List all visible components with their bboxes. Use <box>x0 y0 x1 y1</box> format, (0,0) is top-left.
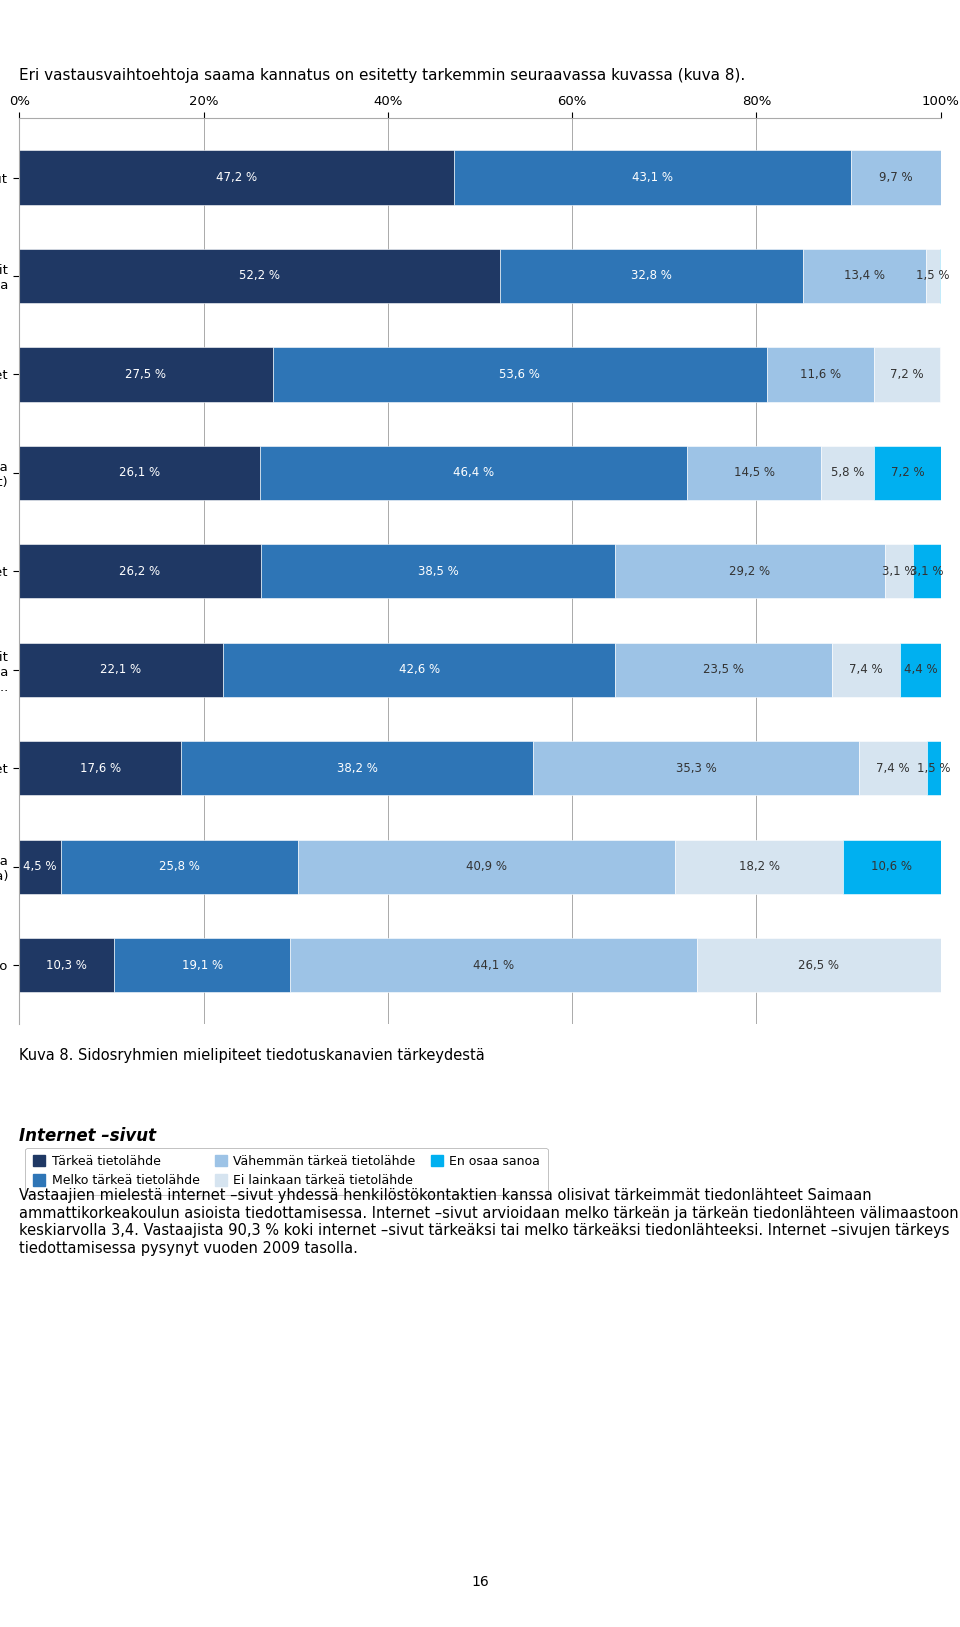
Bar <box>884 545 913 599</box>
Text: 29,2 %: 29,2 % <box>730 565 771 578</box>
Text: 27,5 %: 27,5 % <box>126 368 166 381</box>
Text: 7,4 %: 7,4 % <box>850 664 883 677</box>
Bar <box>273 348 767 402</box>
Text: 52,2 %: 52,2 % <box>239 270 280 283</box>
Text: 10,6 %: 10,6 % <box>872 861 912 874</box>
Text: 26,5 %: 26,5 % <box>798 958 839 971</box>
Text: 46,4 %: 46,4 % <box>453 467 494 480</box>
Text: 40,9 %: 40,9 % <box>467 861 508 874</box>
Text: 26,2 %: 26,2 % <box>119 565 160 578</box>
Bar <box>19 643 223 696</box>
Bar <box>19 249 500 303</box>
Text: 13,4 %: 13,4 % <box>844 270 885 283</box>
Legend: Tärkeä tietolähde, Melko tärkeä tietolähde, Vähemmän tärkeä tietolähde, Ei laink: Tärkeä tietolähde, Melko tärkeä tietoläh… <box>26 1147 548 1194</box>
Bar <box>821 446 875 499</box>
Bar <box>874 348 940 402</box>
Bar <box>832 643 900 696</box>
Bar <box>926 249 940 303</box>
Text: 7,4 %: 7,4 % <box>876 761 910 774</box>
Bar <box>900 643 941 696</box>
Bar <box>19 446 260 499</box>
Text: 22,1 %: 22,1 % <box>101 664 141 677</box>
Text: 1,5 %: 1,5 % <box>916 270 949 283</box>
Bar <box>19 840 60 893</box>
Bar <box>687 446 821 499</box>
Bar <box>19 150 454 205</box>
Bar <box>676 840 843 893</box>
Bar <box>767 348 874 402</box>
Text: 3,1 %: 3,1 % <box>882 565 916 578</box>
Bar <box>114 939 290 992</box>
Text: Kuva 8. Sidosryhmien mielipiteet tiedotuskanavien tärkeydestä: Kuva 8. Sidosryhmien mielipiteet tiedotu… <box>19 1048 485 1062</box>
Bar <box>875 446 941 499</box>
Bar <box>615 643 832 696</box>
Bar <box>913 545 941 599</box>
Bar <box>19 939 114 992</box>
Bar <box>223 643 615 696</box>
Text: 43,1 %: 43,1 % <box>633 171 673 184</box>
Bar <box>261 545 615 599</box>
Bar <box>60 840 299 893</box>
Text: 14,5 %: 14,5 % <box>733 467 775 480</box>
Text: 38,5 %: 38,5 % <box>418 565 459 578</box>
Bar <box>843 840 941 893</box>
Bar <box>615 545 884 599</box>
Text: 9,7 %: 9,7 % <box>879 171 913 184</box>
Text: 44,1 %: 44,1 % <box>473 958 514 971</box>
Bar <box>534 742 859 796</box>
Bar <box>927 742 941 796</box>
Bar <box>697 939 941 992</box>
Text: 3,1 %: 3,1 % <box>910 565 944 578</box>
Bar <box>852 150 941 205</box>
Text: 25,8 %: 25,8 % <box>159 861 200 874</box>
Bar <box>19 545 261 599</box>
Text: 53,6 %: 53,6 % <box>499 368 540 381</box>
Text: 7,2 %: 7,2 % <box>890 368 924 381</box>
Text: 4,4 %: 4,4 % <box>903 664 937 677</box>
Text: 18,2 %: 18,2 % <box>739 861 780 874</box>
Bar <box>859 742 927 796</box>
Bar <box>19 348 273 402</box>
Text: 11,6 %: 11,6 % <box>800 368 841 381</box>
Text: 35,3 %: 35,3 % <box>676 761 716 774</box>
Text: 38,2 %: 38,2 % <box>337 761 378 774</box>
Text: 4,5 %: 4,5 % <box>23 861 57 874</box>
Bar <box>454 150 852 205</box>
Text: Eri vastausvaihtoehtoja saama kannatus on esitetty tarkemmin seuraavassa kuvassa: Eri vastausvaihtoehtoja saama kannatus o… <box>19 68 746 83</box>
Bar <box>260 446 687 499</box>
Text: 7,2 %: 7,2 % <box>891 467 924 480</box>
Text: 47,2 %: 47,2 % <box>216 171 257 184</box>
Text: 23,5 %: 23,5 % <box>704 664 744 677</box>
Bar <box>181 742 534 796</box>
Text: 32,8 %: 32,8 % <box>631 270 672 283</box>
Text: 10,3 %: 10,3 % <box>46 958 87 971</box>
Text: 16: 16 <box>471 1575 489 1590</box>
Text: Vastaajien mielestä internet –sivut yhdessä henkilöstökontaktien kanssa olisivat: Vastaajien mielestä internet –sivut yhde… <box>19 1188 959 1256</box>
Text: 17,6 %: 17,6 % <box>80 761 121 774</box>
Text: 1,5 %: 1,5 % <box>917 761 950 774</box>
Bar <box>803 249 926 303</box>
Bar <box>19 742 181 796</box>
Bar <box>290 939 697 992</box>
Bar <box>299 840 676 893</box>
Text: 26,1 %: 26,1 % <box>119 467 160 480</box>
Text: 42,6 %: 42,6 % <box>398 664 440 677</box>
Text: 5,8 %: 5,8 % <box>831 467 864 480</box>
Bar <box>500 249 803 303</box>
Text: 19,1 %: 19,1 % <box>181 958 223 971</box>
Text: Internet –sivut: Internet –sivut <box>19 1128 156 1145</box>
